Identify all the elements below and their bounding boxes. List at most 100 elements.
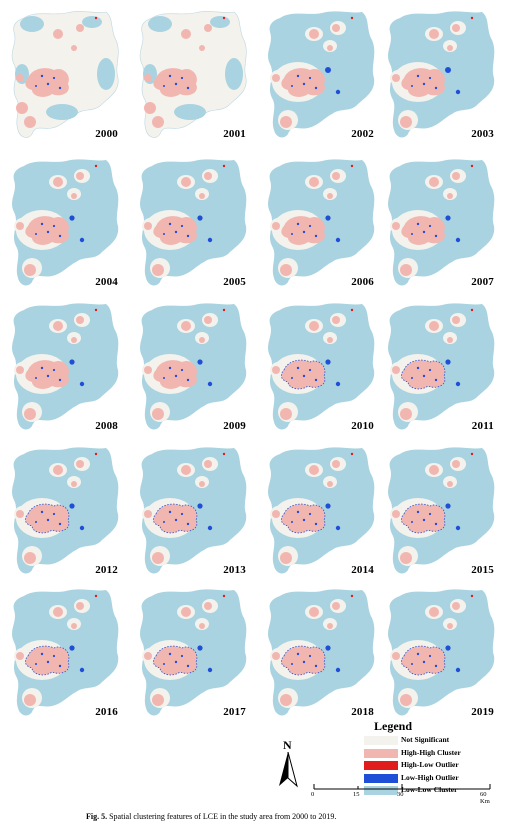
low-high-outlier	[52, 224, 56, 228]
high-high-patch	[76, 316, 84, 324]
high-low-outlier	[350, 16, 354, 20]
map-panel-2003: 2003	[378, 4, 500, 144]
low-high-outlier	[434, 86, 438, 90]
low-high-outlier	[314, 378, 318, 382]
low-high-outlier	[296, 74, 300, 78]
high-high-patch	[309, 321, 319, 331]
low-high-outlier	[79, 381, 85, 387]
year-label: 2008	[95, 420, 118, 432]
year-label: 2015	[471, 564, 494, 576]
low-low-patch	[82, 16, 102, 28]
low-high-outlier	[174, 230, 178, 234]
high-low-outlier	[470, 164, 474, 168]
high-high-patch	[429, 177, 439, 187]
map-panel-2002: 2002	[258, 4, 380, 144]
low-high-outlier	[296, 510, 300, 514]
high-high-patch	[272, 74, 280, 82]
low-high-outlier	[291, 377, 293, 379]
low-high-outlier	[40, 510, 44, 514]
high-high-patch	[332, 172, 340, 180]
high-high-cluster	[153, 360, 197, 389]
high-high-patch	[16, 74, 24, 82]
low-high-outlier	[335, 525, 341, 531]
high-high-patch	[16, 222, 24, 230]
low-high-outlier	[445, 645, 451, 651]
scale-tick-30: 30	[397, 791, 404, 798]
map-svg	[268, 447, 375, 574]
low-high-outlier	[422, 374, 426, 378]
high-high-cluster	[281, 68, 325, 97]
year-label: 2009	[223, 420, 246, 432]
low-high-outlier	[422, 660, 426, 664]
low-high-outlier	[163, 521, 165, 523]
low-high-ring	[400, 503, 446, 534]
map-panel-2019: 2019	[378, 582, 500, 722]
high-high-patch	[16, 102, 28, 114]
low-high-outlier	[69, 503, 75, 509]
high-high-patch	[152, 116, 164, 128]
low-high-outlier	[422, 518, 426, 522]
high-high-patch	[181, 177, 191, 187]
scale-bar: 0 15 30 60 Km	[306, 783, 496, 805]
high-high-cluster	[25, 216, 69, 245]
low-high-outlier	[296, 652, 300, 656]
low-low-patch	[46, 104, 78, 120]
low-low-patch	[210, 16, 230, 28]
high-low-outlier	[222, 594, 226, 598]
low-high-outlier	[325, 67, 331, 73]
legend-label: High-High Cluster	[401, 747, 461, 757]
high-high-patch	[280, 694, 292, 706]
map-svg	[12, 159, 119, 286]
high-high-patch	[429, 465, 439, 475]
low-high-outlier	[416, 652, 420, 656]
low-high-outlier	[186, 522, 190, 526]
map-svg	[140, 303, 247, 430]
map-panel-2005: 2005	[130, 152, 252, 292]
low-high-outlier	[416, 366, 420, 370]
year-label: 2017	[223, 706, 246, 718]
year-label: 2013	[223, 564, 246, 576]
high-high-cluster	[401, 216, 445, 245]
map-panel-2015: 2015	[378, 440, 500, 580]
high-low-outlier	[222, 452, 226, 456]
high-high-patch	[280, 408, 292, 420]
year-label: 2006	[351, 276, 374, 288]
high-low-outlier	[350, 164, 354, 168]
high-high-patch	[199, 481, 205, 487]
high-high-patch	[181, 29, 191, 39]
high-high-patch	[152, 694, 164, 706]
low-high-outlier	[308, 368, 312, 372]
low-low-patch	[97, 58, 115, 90]
high-high-patch	[71, 623, 77, 629]
high-high-patch	[309, 177, 319, 187]
low-high-outlier	[46, 660, 50, 664]
high-high-patch	[144, 222, 152, 230]
low-high-outlier	[186, 378, 190, 382]
low-high-outlier	[207, 237, 213, 243]
map-panel-2016: 2016	[2, 582, 124, 722]
low-high-outlier	[197, 215, 203, 221]
high-high-patch	[272, 510, 280, 518]
low-high-outlier	[207, 381, 213, 387]
high-low-outlier	[470, 16, 474, 20]
low-high-outlier	[302, 518, 306, 522]
low-high-outlier	[291, 85, 293, 87]
low-high-ring	[400, 359, 446, 390]
high-high-patch	[309, 29, 319, 39]
high-high-patch	[400, 552, 412, 564]
low-high-outlier	[416, 510, 420, 514]
year-label: 2004	[95, 276, 118, 288]
high-high-cluster	[25, 68, 69, 97]
low-high-outlier	[69, 359, 75, 365]
high-high-patch	[447, 45, 453, 51]
high-high-patch	[144, 510, 152, 518]
high-high-patch	[76, 172, 84, 180]
high-high-cluster	[281, 646, 325, 675]
low-high-outlier	[314, 234, 318, 238]
low-high-outlier	[422, 82, 426, 86]
legend-item: Low-High Outlier	[360, 773, 506, 784]
high-high-patch	[199, 337, 205, 343]
map-svg	[139, 11, 247, 138]
low-low-patch	[20, 16, 44, 32]
low-high-ring	[24, 645, 70, 676]
